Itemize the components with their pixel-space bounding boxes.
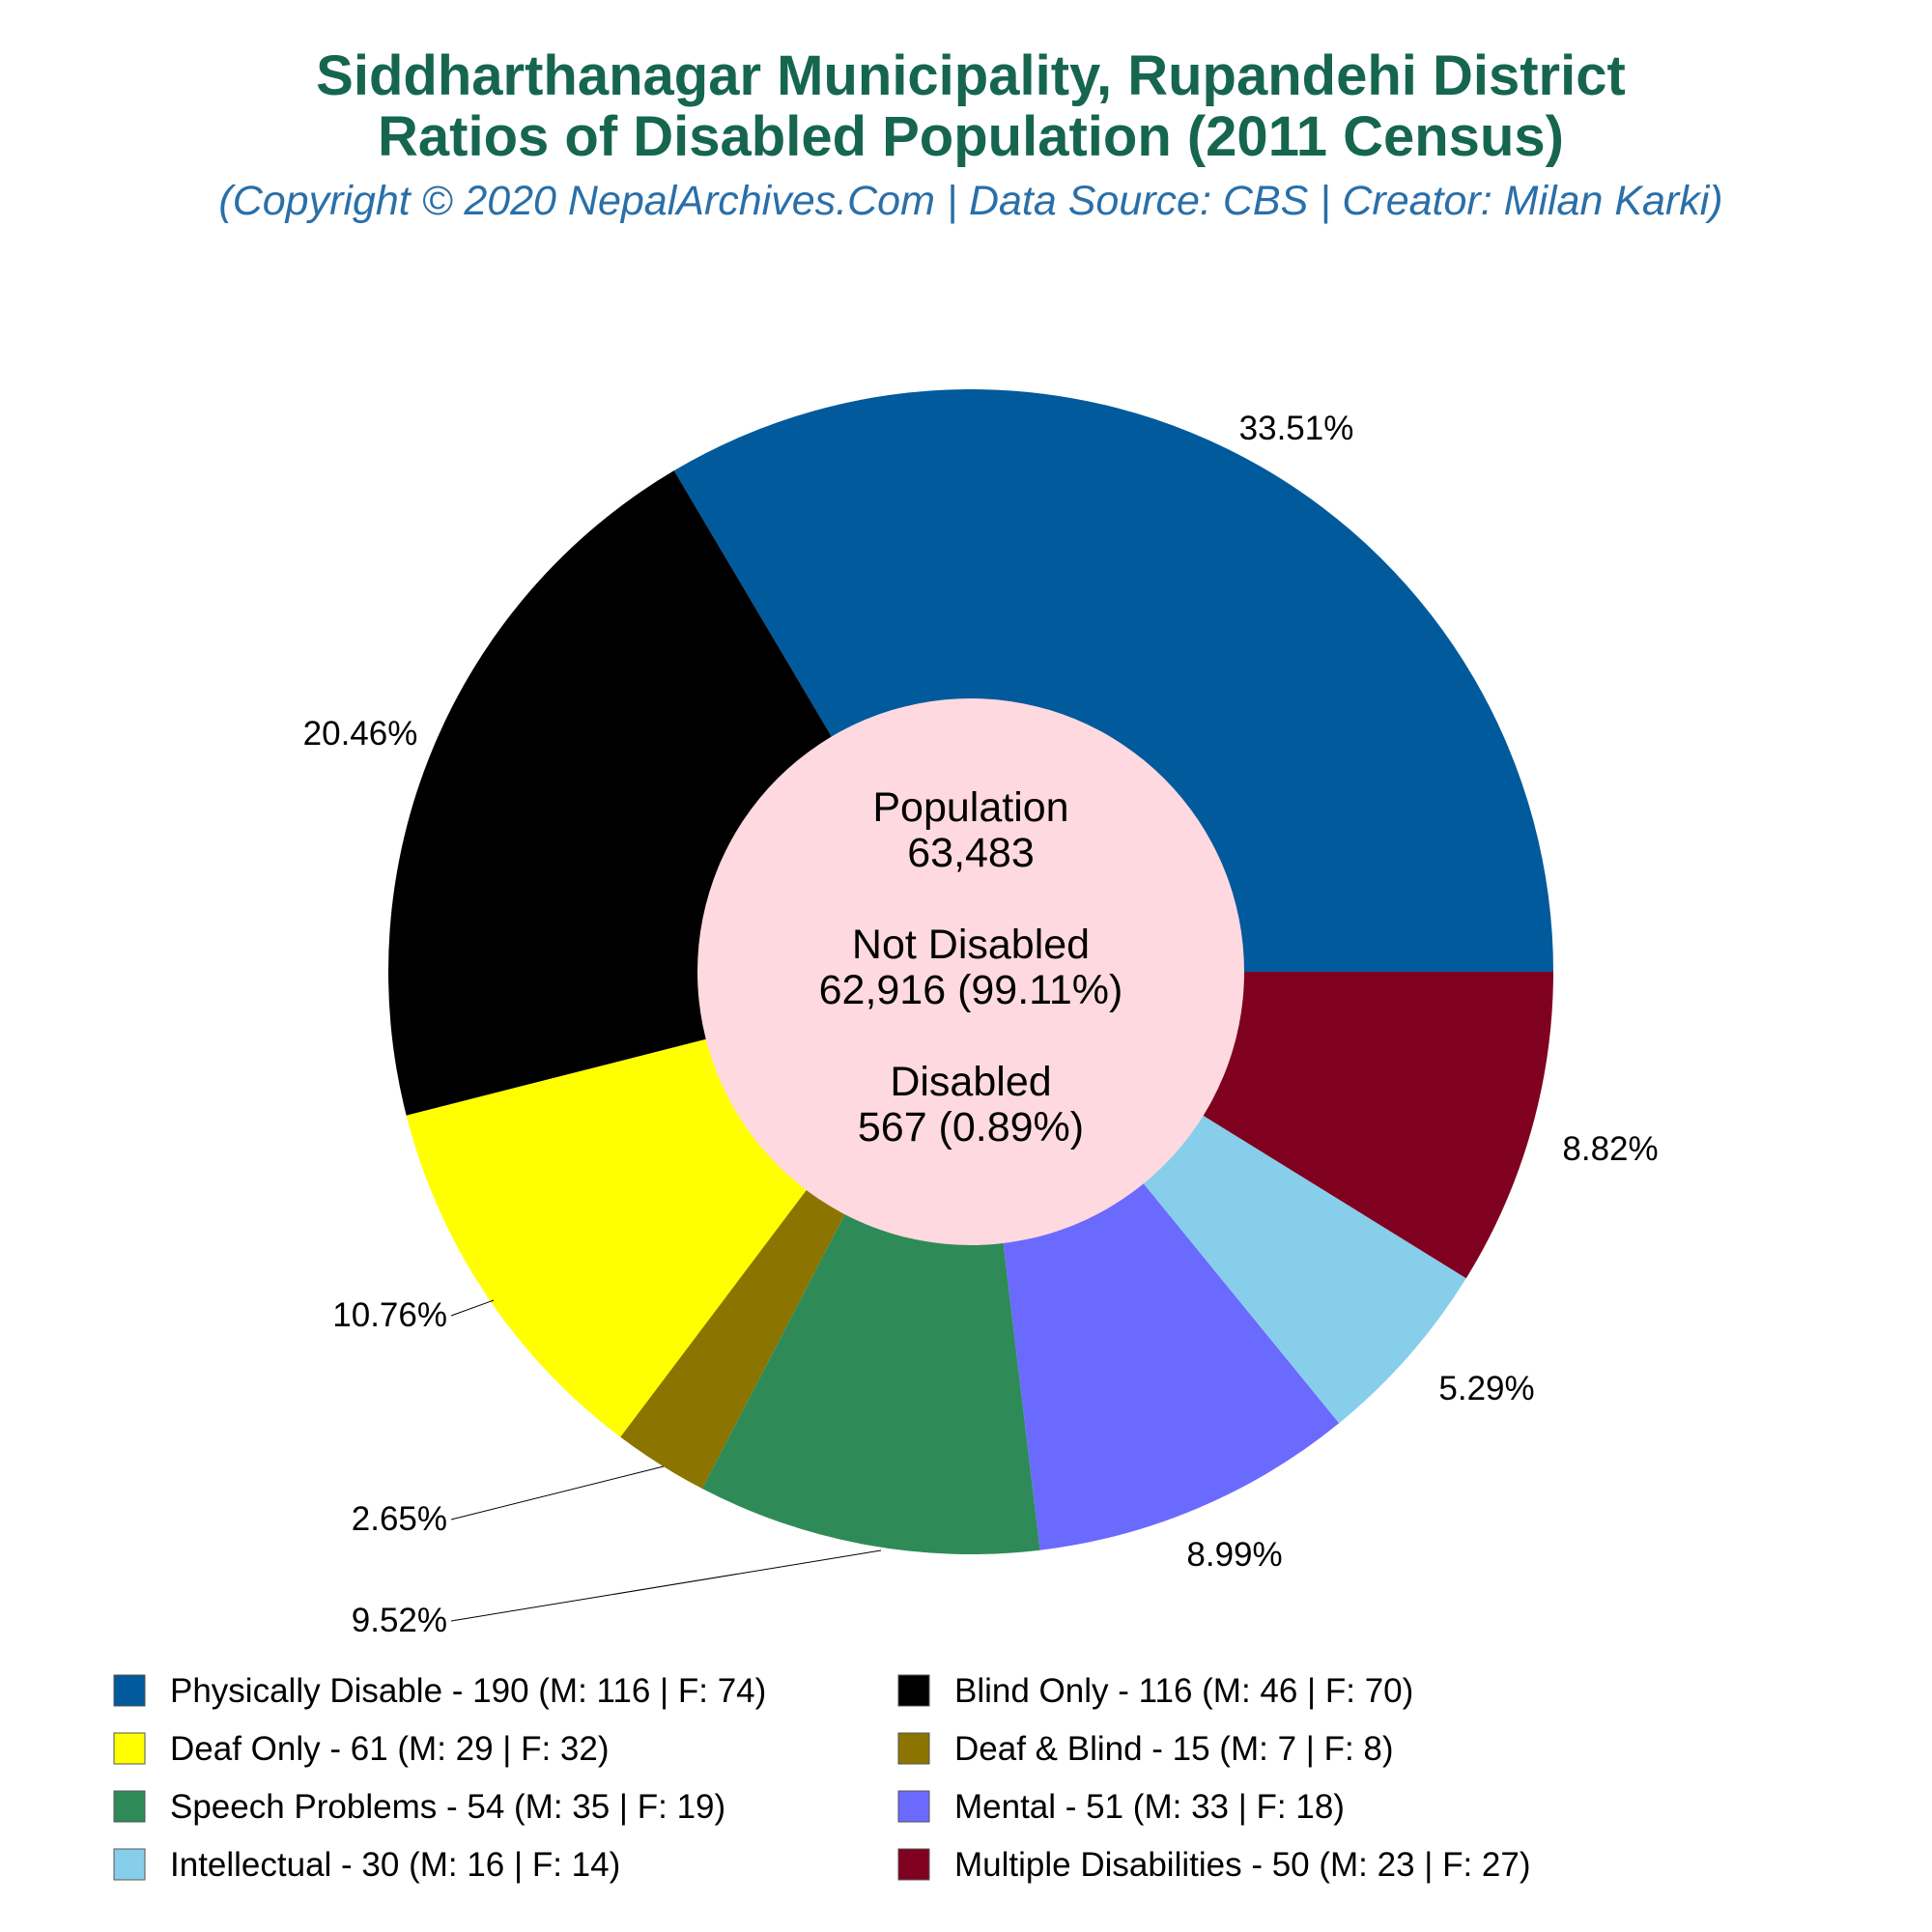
percent-labels: 33.51% 20.46% 10.76% 2.65% 9.52% 8.99% 5.29% 8.… — [303, 410, 1659, 1639]
chart-title-line-1: Siddharthanagar Municipality, Rupandehi … — [316, 44, 1626, 107]
center-disabled-label: Disabled — [890, 1059, 1051, 1105]
leader-line — [450, 1465, 665, 1520]
legend-swatch — [113, 1790, 146, 1823]
chart-subtitle: (Copyright © 2020 NepalArchives.Com | Da… — [218, 178, 1722, 224]
slice-percent-label: 8.82% — [1562, 1130, 1658, 1168]
center-population-value: 63,483 — [907, 830, 1035, 876]
center-not-disabled-value: 62,916 (99.11%) — [819, 967, 1123, 1013]
legend-swatch — [113, 1674, 146, 1707]
legend-entry-label: Blind Only - 116 (M: 46 | F: 70) — [954, 1672, 1413, 1710]
legend-swatch — [897, 1732, 930, 1765]
leader-line — [450, 1299, 495, 1317]
slice-percent-label: 10.76% — [332, 1296, 447, 1334]
legend-swatch — [897, 1790, 930, 1823]
slice-percent-label: 2.65% — [352, 1500, 447, 1538]
chart-title-line-2: Ratios of Disabled Population (2011 Cens… — [378, 105, 1564, 168]
legend-entry-label: Mental - 51 (M: 33 | F: 18) — [954, 1788, 1345, 1826]
legend-entry-label: Physically Disable - 190 (M: 116 | F: 74… — [170, 1672, 766, 1710]
center-population-label: Population — [872, 784, 1068, 831]
leader-line — [450, 1549, 882, 1622]
center-circle — [697, 698, 1244, 1245]
slice-percent-label: 9.52% — [352, 1602, 447, 1639]
slice-percent-label: 8.99% — [1186, 1536, 1282, 1574]
center-disabled-value: 567 (0.89%) — [858, 1104, 1084, 1151]
legend-swatch — [113, 1848, 146, 1881]
legend-entry-label: Intellectual - 30 (M: 16 | F: 14) — [170, 1846, 620, 1884]
legend-entry-label: Multiple Disabilities - 50 (M: 23 | F: 2… — [954, 1846, 1531, 1884]
legend-entry-label: Deaf & Blind - 15 (M: 7 | F: 8) — [954, 1730, 1394, 1768]
legend-swatch — [897, 1848, 930, 1881]
leader-lines — [450, 1299, 882, 1622]
legend-entry-label: Speech Problems - 54 (M: 35 | F: 19) — [170, 1788, 725, 1826]
center-not-disabled-label: Not Disabled — [852, 922, 1090, 968]
slice-percent-label: 20.46% — [303, 715, 418, 753]
legend-entry-label: Deaf Only - 61 (M: 29 | F: 32) — [170, 1730, 610, 1768]
slice-percent-label: 5.29% — [1438, 1370, 1534, 1407]
legend: Physically Disable - 190 (M: 116 | F: 74… — [113, 1672, 1531, 1884]
legend-swatch — [113, 1732, 146, 1765]
legend-swatch — [897, 1674, 930, 1707]
slice-percent-label: 33.51% — [1239, 410, 1354, 447]
